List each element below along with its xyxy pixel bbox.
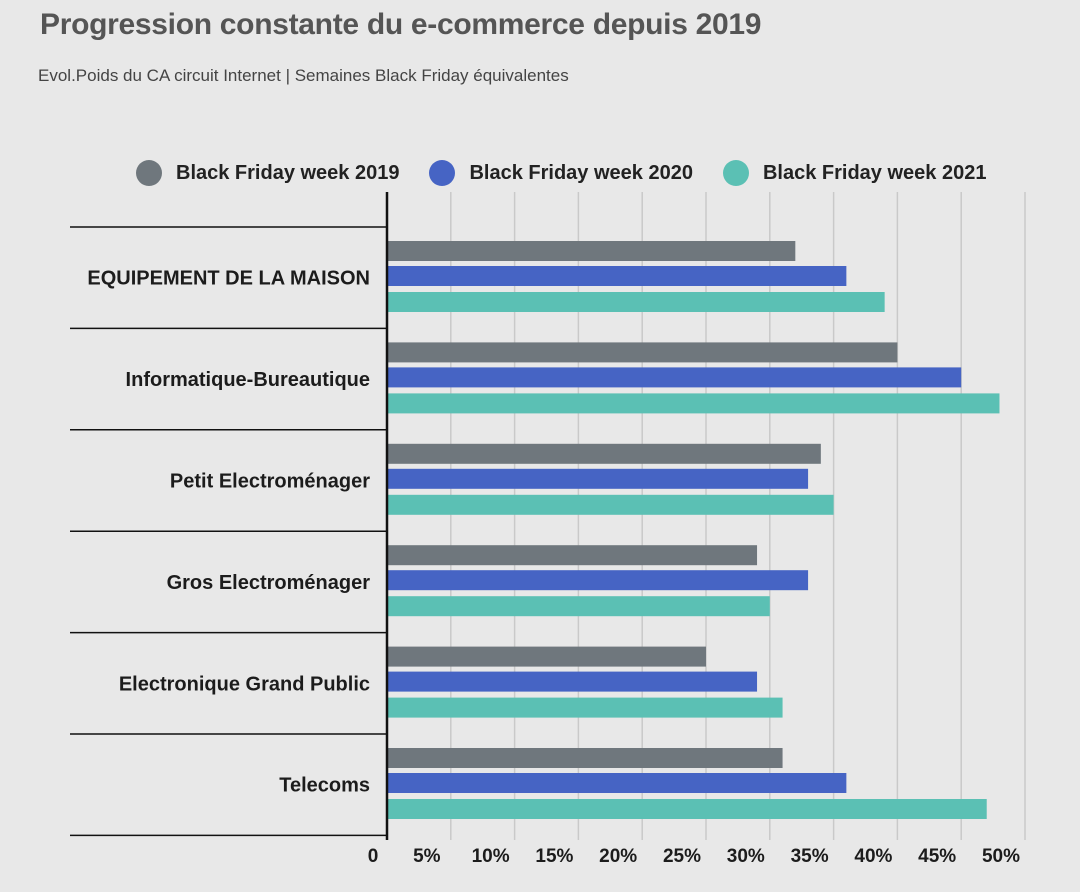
bar-2019-5 [387, 646, 706, 667]
bar-2020-1 [387, 266, 847, 286]
x-tick-label: 40% [854, 846, 892, 867]
bar-2021-5 [387, 697, 783, 718]
category-label: Gros Electroménager [167, 572, 371, 594]
bar-2020-4 [387, 570, 809, 591]
bar-2019-6 [387, 748, 783, 768]
legend-item-2020: Black Friday week 2020 [429, 160, 693, 186]
legend-marker-2019 [136, 160, 162, 186]
category-label: EQUIPEMENT DE LA MAISON [87, 268, 370, 290]
bar-2020-5 [387, 671, 758, 692]
legend-label-2019: Black Friday week 2019 [176, 161, 400, 184]
x-tick-label: 30% [727, 846, 765, 867]
bar-2020-6 [387, 773, 847, 793]
x-tick-label: 35% [791, 846, 829, 867]
x-tick-label: 10% [472, 846, 510, 867]
x-tick-label: 20% [599, 846, 637, 867]
x-tick-label: 15% [535, 846, 573, 867]
category-label: Electronique Grand Public [119, 673, 370, 695]
bar-2019-4 [387, 545, 758, 566]
legend-marker-2021 [722, 160, 749, 186]
x-tick-label: 0 [368, 846, 379, 867]
bar-2020-3 [387, 468, 809, 489]
legend: Black Friday week 2019 Black Friday week… [136, 160, 1016, 186]
x-tick-label: 25% [663, 846, 701, 867]
x-tick-label: 50% [982, 846, 1020, 867]
bar-2021-3 [387, 494, 834, 515]
bar-2019-1 [387, 241, 796, 261]
bar-2021-4 [387, 596, 770, 617]
category-label: Telecoms [279, 775, 370, 797]
bar-2019-3 [387, 443, 821, 464]
bar-2020-2 [387, 367, 962, 388]
x-tick-label: 45% [918, 846, 956, 867]
legend-item-2019: Black Friday week 2019 [136, 160, 399, 186]
bar-2021-1 [387, 292, 885, 312]
chart-subtitle: Evol.Poids du CA circuit Internet | Sema… [38, 66, 569, 85]
bar-2021-2 [387, 393, 1000, 414]
chart-title: Progression constante du e-commerce depu… [40, 8, 762, 41]
legend-label-2021: Black Friday week 2021 [762, 161, 987, 184]
category-label: Petit Electroménager [170, 471, 370, 493]
x-tick-label: 5% [413, 846, 441, 867]
category-label: Informatique-Bureautique [126, 369, 370, 391]
legend-marker-2020 [429, 160, 456, 186]
bar-2021-6 [387, 799, 987, 819]
bar-2019-2 [387, 342, 898, 363]
legend-label-2020: Black Friday week 2020 [469, 161, 693, 184]
legend-item-2021: Black Friday week 2021 [722, 160, 987, 186]
